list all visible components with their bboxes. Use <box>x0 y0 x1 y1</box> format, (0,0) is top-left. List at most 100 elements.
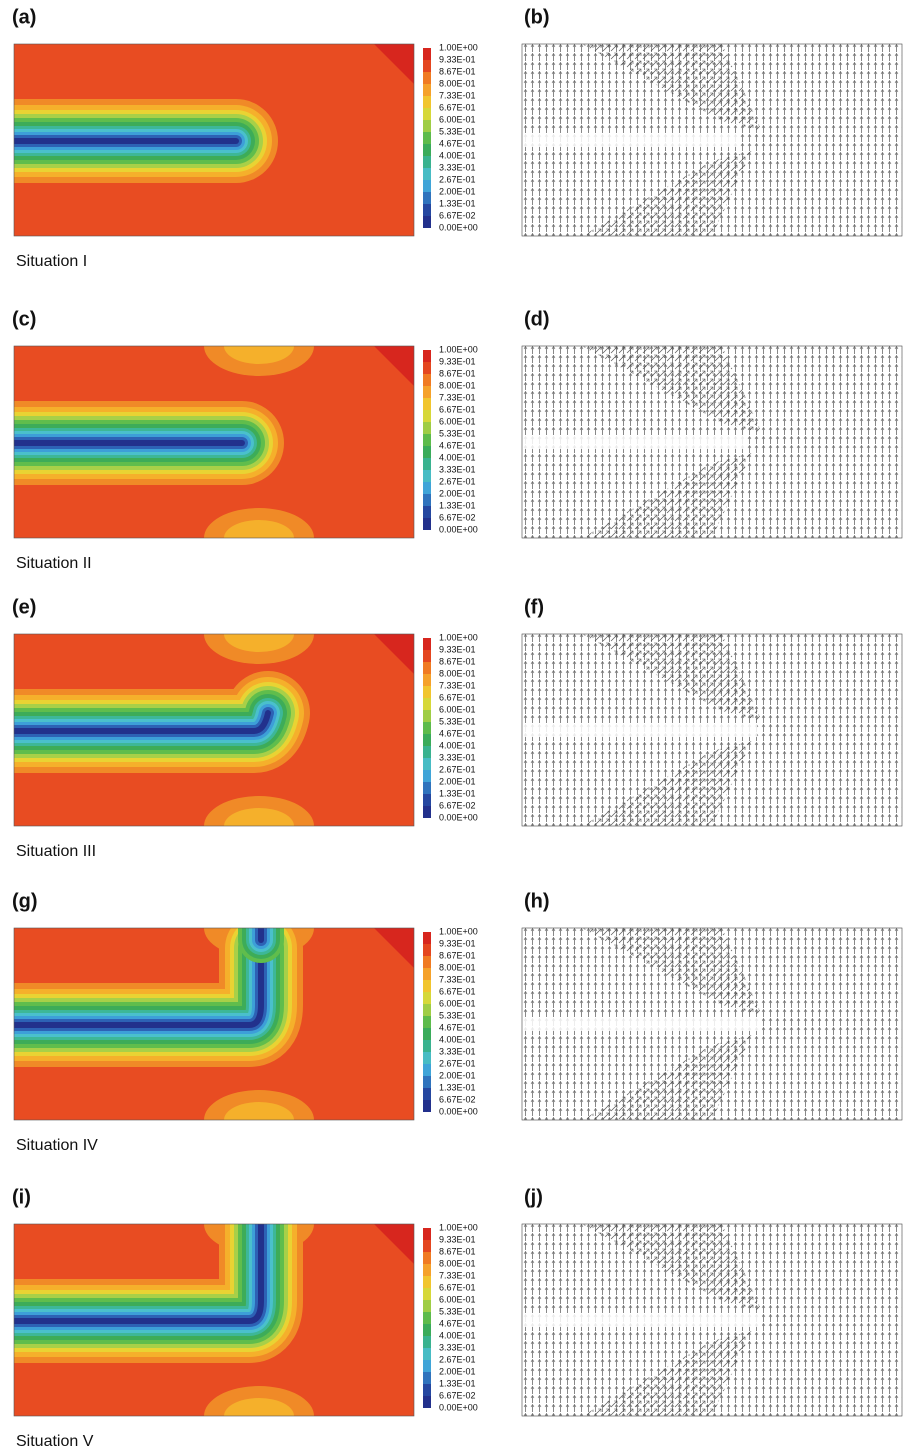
colorbar-segment <box>423 710 431 722</box>
colorbar-label: 2.67E-01 <box>439 174 476 184</box>
colorbar-segment <box>423 794 431 806</box>
colorbar-segment <box>423 60 431 72</box>
colorbar-segment <box>423 132 431 144</box>
figure: (a)(b)Situation I1.00E+009.33E-018.67E-0… <box>0 0 905 1451</box>
colorbar-label: 7.33E-01 <box>439 1270 476 1280</box>
colorbar-segment <box>423 698 431 710</box>
colorbar-label: 2.67E-01 <box>439 1058 476 1068</box>
contour-plot <box>0 604 414 856</box>
colorbar-segment <box>423 204 431 216</box>
colorbar-label: 8.67E-01 <box>439 368 476 378</box>
colorbar-segment <box>423 650 431 662</box>
colorbar-label: 4.67E-01 <box>439 728 476 738</box>
colorbar-label: 6.67E-02 <box>439 800 476 810</box>
colorbar-label: 6.67E-02 <box>439 210 476 220</box>
colorbar-label: 7.33E-01 <box>439 392 476 402</box>
colorbar-label: 4.00E-01 <box>439 740 476 750</box>
colorbar-segment <box>423 434 431 446</box>
colorbar-label: 2.00E-01 <box>439 1070 476 1080</box>
colorbar-segment <box>423 746 431 758</box>
colorbar-segment <box>423 1372 431 1384</box>
colorbar-label: 6.67E-02 <box>439 1390 476 1400</box>
colorbar-segment <box>423 638 431 650</box>
colorbar-segment <box>423 1240 431 1252</box>
colorbar-label: 8.67E-01 <box>439 656 476 666</box>
colorbar-label: 1.33E-01 <box>439 788 476 798</box>
panel-label: (d) <box>524 308 550 330</box>
colorbar-label: 7.33E-01 <box>439 680 476 690</box>
colorbar-segment <box>423 1324 431 1336</box>
colorbar-segment <box>423 770 431 782</box>
colorbar-label: 1.33E-01 <box>439 500 476 510</box>
colorbar-label: 9.33E-01 <box>439 1234 476 1244</box>
colorbar-label: 6.00E-01 <box>439 1294 476 1304</box>
colorbar-segment <box>423 506 431 518</box>
contour-fill <box>0 1194 414 1446</box>
colorbar-segment <box>423 374 431 386</box>
colorbar-label: 8.00E-01 <box>439 668 476 678</box>
vector-field <box>522 346 902 538</box>
colorbar-label: 1.33E-01 <box>439 1082 476 1092</box>
panel-label: (b) <box>524 6 550 28</box>
contour-plot <box>0 1194 414 1446</box>
colorbar-label: 6.00E-01 <box>439 704 476 714</box>
colorbar-segment <box>423 1004 431 1016</box>
contour-fill <box>0 898 414 1150</box>
colorbar-label: 1.00E+00 <box>439 42 478 52</box>
colorbar-label: 1.00E+00 <box>439 926 478 936</box>
colorbar-segment <box>423 156 431 168</box>
colorbar-label: 3.33E-01 <box>439 1342 476 1352</box>
colorbar-label: 8.00E-01 <box>439 78 476 88</box>
colorbar-segment <box>423 144 431 156</box>
colorbar-segment <box>423 734 431 746</box>
vector-field <box>522 1224 902 1416</box>
colorbar-segment <box>423 1312 431 1324</box>
colorbar-segment <box>423 1052 431 1064</box>
colorbar-segment <box>423 482 431 494</box>
colorbar-segment <box>423 686 431 698</box>
colorbar-segment <box>423 180 431 192</box>
colorbar-segment <box>423 108 431 120</box>
colorbar-label: 5.33E-01 <box>439 1306 476 1316</box>
colorbar-label: 1.33E-01 <box>439 1378 476 1388</box>
wake-gap <box>522 1313 762 1327</box>
colorbar-segment <box>423 1252 431 1264</box>
colorbar-segment <box>423 1100 431 1112</box>
contour-fill <box>0 604 414 856</box>
colorbar-segment <box>423 398 431 410</box>
colorbar-segment <box>423 1300 431 1312</box>
colorbar-label: 5.33E-01 <box>439 126 476 136</box>
colorbar-label: 2.67E-01 <box>439 1354 476 1364</box>
colorbar-label: 9.33E-01 <box>439 356 476 366</box>
wake-gap <box>522 435 745 449</box>
panel-label: (f) <box>524 596 544 618</box>
colorbar-label: 8.00E-01 <box>439 1258 476 1268</box>
colorbar-label: 9.33E-01 <box>439 644 476 654</box>
panel-label: (c) <box>12 308 36 330</box>
colorbar-label: 1.00E+00 <box>439 1222 478 1232</box>
colorbar-label: 6.67E-02 <box>439 512 476 522</box>
colorbar-label: 0.00E+00 <box>439 222 478 232</box>
colorbar-label: 4.67E-01 <box>439 1022 476 1032</box>
colorbar-label: 2.67E-01 <box>439 476 476 486</box>
colorbar-label: 5.33E-01 <box>439 1010 476 1020</box>
colorbar-label: 4.67E-01 <box>439 138 476 148</box>
colorbar-segment <box>423 806 431 818</box>
colorbar-label: 8.00E-01 <box>439 380 476 390</box>
colorbar-segment <box>423 362 431 374</box>
colorbar-segment <box>423 350 431 362</box>
colorbar-segment <box>423 494 431 506</box>
wake-gap <box>522 1017 762 1031</box>
vector-field <box>522 44 902 236</box>
colorbar-label: 4.00E-01 <box>439 452 476 462</box>
colorbar-label: 3.33E-01 <box>439 464 476 474</box>
colorbar-segment <box>423 662 431 674</box>
colorbar-label: 8.00E-01 <box>439 962 476 972</box>
colorbar-label: 6.67E-02 <box>439 1094 476 1104</box>
colorbar-label: 3.33E-01 <box>439 1046 476 1056</box>
colorbar-label: 5.33E-01 <box>439 428 476 438</box>
colorbar-segment <box>423 1088 431 1100</box>
colorbar-label: 0.00E+00 <box>439 1106 478 1116</box>
colorbar-label: 4.00E-01 <box>439 150 476 160</box>
situation-label: Situation I <box>16 253 87 270</box>
